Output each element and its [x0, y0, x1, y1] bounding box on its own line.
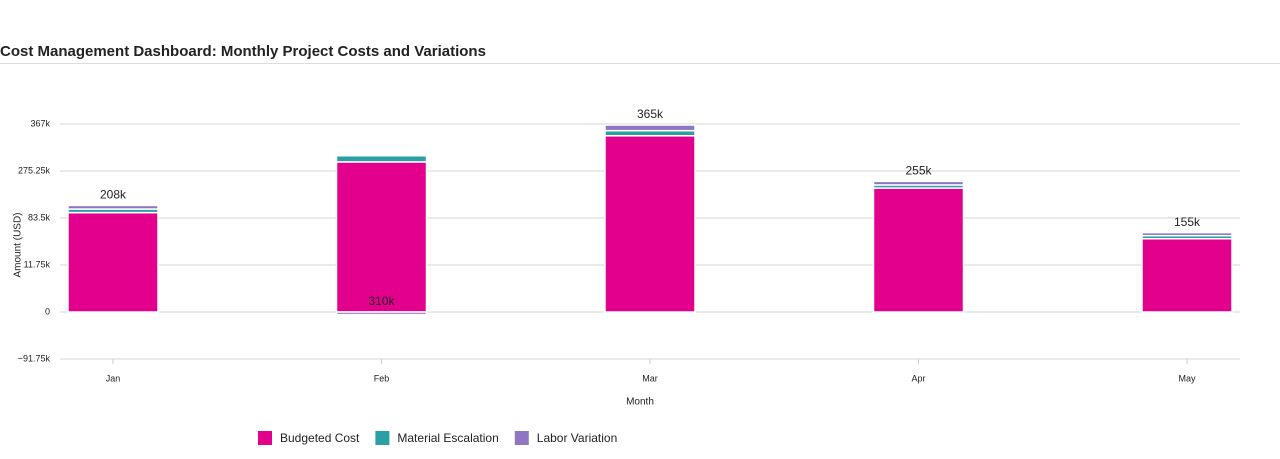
legend-label: Labor Variation: [537, 431, 618, 445]
y-tick-label: 11.75k: [24, 259, 51, 269]
y-tick-label: 367k: [30, 118, 50, 128]
legend-label: Budgeted Cost: [280, 431, 360, 445]
bar-segment: [335, 161, 428, 313]
legend-swatch: [375, 431, 390, 445]
x-tick-label: Jan: [106, 373, 121, 383]
legend-swatch: [514, 431, 529, 445]
x-tick-label: Feb: [374, 373, 390, 383]
x-tick-label: Apr: [911, 373, 925, 383]
bar-segment: [604, 135, 696, 313]
x-axis-label: Month: [626, 397, 654, 408]
bar-segment: [67, 204, 159, 210]
bar-segment: [872, 180, 965, 186]
total-label: 208k: [100, 188, 127, 202]
bar-segment: [335, 311, 428, 316]
y-tick-label: 275.25k: [18, 165, 51, 175]
x-tick-label: Mar: [642, 373, 658, 383]
legend-label: Material Escalation: [397, 431, 498, 445]
y-axis-label: Amount (USD): [13, 212, 24, 277]
total-label: 365k: [637, 107, 664, 121]
bar-segment: [872, 187, 965, 313]
bar-segment: [335, 155, 428, 163]
total-label: 255k: [905, 164, 932, 178]
total-label: 310k: [368, 294, 395, 308]
legend-swatch: [258, 431, 272, 445]
y-tick-label: 83.5k: [28, 212, 51, 222]
bar-segment: [604, 129, 696, 137]
y-tick-label: −91.75k: [18, 353, 51, 363]
bar-segment: [604, 124, 696, 132]
y-tick-label: 0: [45, 306, 50, 316]
x-tick-label: May: [1178, 373, 1196, 383]
bar-segment: [1141, 231, 1233, 237]
total-label: 155k: [1174, 215, 1201, 229]
bar-segment: [1141, 237, 1233, 313]
bar-segment: [67, 211, 159, 313]
chart-title: Cost Management Dashboard: Monthly Proje…: [0, 43, 486, 60]
